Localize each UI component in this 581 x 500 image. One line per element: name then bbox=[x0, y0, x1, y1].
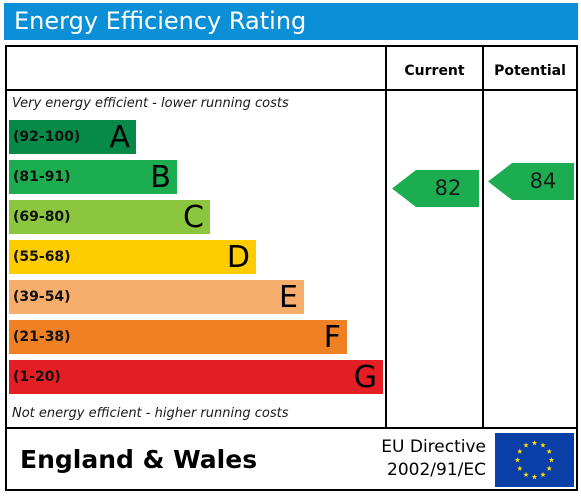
column-header-potential: Potential bbox=[494, 63, 566, 79]
eu-star-icon bbox=[546, 465, 552, 471]
eu-star-icon bbox=[517, 448, 523, 454]
band-g-letter: G bbox=[353, 360, 377, 395]
band-g-range: (1-20) bbox=[13, 369, 61, 385]
header-divider bbox=[5, 89, 578, 91]
current-rating-value: 82 bbox=[434, 176, 462, 200]
band-g: (1-20) G bbox=[9, 360, 383, 395]
eu-star-icon bbox=[514, 457, 521, 463]
band-d-range: (55-68) bbox=[13, 249, 71, 265]
eu-flag-icon bbox=[495, 433, 574, 487]
eu-star-icon bbox=[531, 474, 538, 480]
eu-star-icon bbox=[540, 471, 546, 477]
eu-star-icon bbox=[531, 440, 538, 446]
band-c: (69-80) C bbox=[9, 200, 210, 235]
rating-frame bbox=[5, 45, 578, 491]
eu-star-icon bbox=[546, 448, 552, 454]
band-d: (55-68) D bbox=[9, 240, 256, 275]
directive-line-1: EU Directive bbox=[381, 437, 486, 457]
title-bar: Energy Efficiency Rating bbox=[4, 3, 578, 40]
footer-divider bbox=[5, 427, 578, 429]
divider-potential bbox=[482, 45, 484, 429]
column-header-current: Current bbox=[404, 63, 465, 79]
band-a: (92-100) A bbox=[9, 120, 136, 155]
band-e: (39-54) E bbox=[9, 280, 304, 315]
band-e-range: (39-54) bbox=[13, 289, 71, 305]
band-b: (81-91) B bbox=[9, 160, 177, 195]
eu-stars-icon bbox=[514, 440, 555, 480]
band-a-letter: A bbox=[109, 120, 130, 155]
chart-title: Energy Efficiency Rating bbox=[14, 7, 307, 35]
band-c-letter: C bbox=[183, 200, 204, 235]
eu-star-icon bbox=[523, 471, 529, 477]
band-e-letter: E bbox=[279, 280, 298, 315]
divider-current bbox=[385, 45, 387, 429]
potential-rating-value: 84 bbox=[529, 169, 557, 193]
band-d-letter: D bbox=[226, 240, 250, 275]
eu-star-icon bbox=[540, 442, 546, 448]
bottom-note: Not energy efficient - higher running co… bbox=[12, 406, 289, 421]
band-b-range: (81-91) bbox=[13, 169, 71, 185]
band-f: (21-38) F bbox=[9, 320, 347, 355]
band-f-letter: F bbox=[323, 320, 341, 355]
band-f-range: (21-38) bbox=[13, 329, 71, 345]
footer-region-label: England & Wales bbox=[20, 445, 258, 474]
directive-line-2: 2002/91/EC bbox=[387, 460, 486, 480]
band-a-range: (92-100) bbox=[13, 129, 81, 145]
top-note: Very energy efficient - lower running co… bbox=[12, 96, 289, 111]
footer-directive: EU Directive 2002/91/EC bbox=[352, 436, 486, 482]
band-c-range: (69-80) bbox=[13, 209, 71, 225]
eu-star-icon bbox=[548, 457, 555, 463]
eu-star-icon bbox=[523, 442, 529, 448]
eu-star-icon bbox=[517, 465, 523, 471]
band-b-letter: B bbox=[150, 160, 171, 195]
